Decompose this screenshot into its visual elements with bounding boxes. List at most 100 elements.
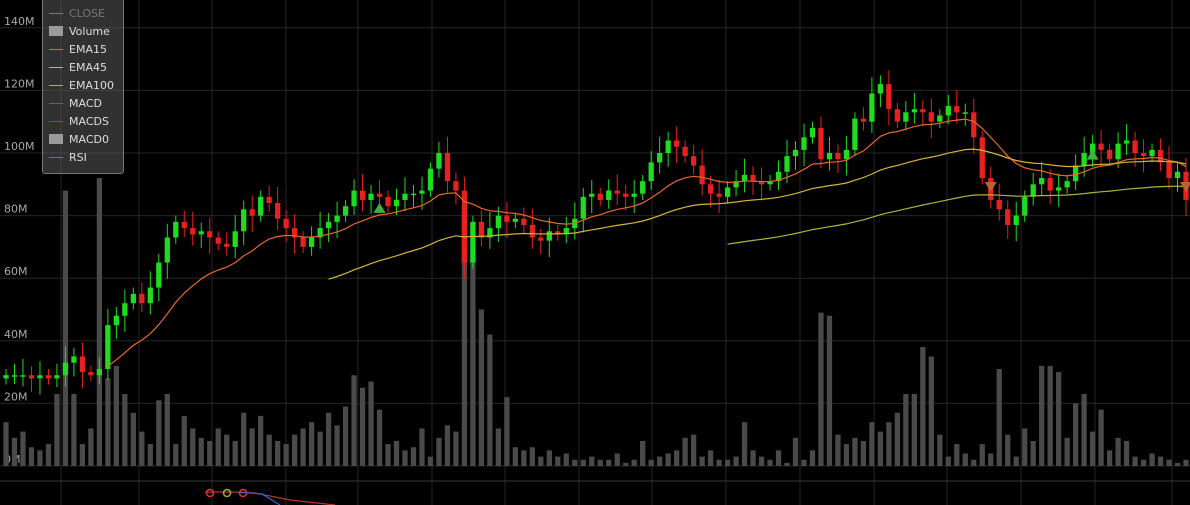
candle-body <box>911 109 917 113</box>
legend-item-macds[interactable]: MACDS <box>49 113 109 129</box>
legend-item-volume[interactable]: Volume <box>49 23 110 39</box>
legend-item-ema45[interactable]: EMA45 <box>49 59 107 75</box>
candle-body <box>937 115 943 122</box>
candle-body <box>971 112 977 138</box>
candle-body <box>470 221 476 263</box>
candle-body <box>690 156 697 166</box>
y-tick-label: 40M <box>4 328 28 341</box>
legend-swatch-icon <box>49 48 63 50</box>
volume-bar <box>869 422 875 466</box>
volume-bar <box>1005 434 1011 466</box>
candle-body <box>801 137 807 150</box>
candle-body <box>775 171 782 182</box>
volume-bar <box>342 406 349 466</box>
legend-item-ema100[interactable]: EMA100 <box>49 77 114 93</box>
volume-bar <box>1073 403 1079 466</box>
candle-body <box>478 221 485 238</box>
candle-body <box>1013 215 1019 225</box>
candle-body <box>283 218 289 229</box>
candle-body <box>606 190 612 200</box>
candle-body <box>62 362 69 376</box>
volume-bar <box>495 428 502 466</box>
volume-bar <box>521 450 527 466</box>
volume-bar <box>28 447 35 466</box>
volume-bar <box>470 253 476 466</box>
candle-body <box>665 140 671 153</box>
candle-body <box>835 153 841 160</box>
legend-item-macd0[interactable]: MACD0 <box>49 131 109 147</box>
volume-bar <box>758 456 765 466</box>
candle-body <box>88 372 94 376</box>
candle-body <box>28 375 35 379</box>
candle-body <box>1115 143 1121 160</box>
volume-bar <box>852 437 858 466</box>
volume-bar <box>546 450 552 466</box>
candle-body <box>1089 143 1096 153</box>
candle-body <box>113 315 119 326</box>
signal-markers <box>373 149 1190 213</box>
candle-body <box>741 174 748 182</box>
candle-body <box>877 84 884 94</box>
volume-bar <box>724 459 731 466</box>
y-tick-label: 120M <box>4 77 35 90</box>
legend-label: MACD0 <box>69 132 109 146</box>
volume-bar <box>1013 456 1019 466</box>
volume-bar <box>292 434 298 466</box>
candle-body <box>843 149 850 160</box>
volume-bar <box>436 437 442 466</box>
volume-bar <box>385 444 391 466</box>
volume-bar <box>266 434 272 466</box>
candle-body <box>1123 140 1130 144</box>
legend-item-macd[interactable]: MACD <box>49 95 102 111</box>
candle-body <box>54 375 60 379</box>
volume-bar <box>954 444 960 466</box>
volume-bar <box>682 437 688 466</box>
volume-bars <box>3 178 1189 467</box>
candle-body <box>758 181 765 185</box>
candle-body <box>258 196 264 216</box>
volume-bar <box>258 415 264 466</box>
volume-bar <box>130 412 136 466</box>
legend-swatch-icon <box>49 26 63 36</box>
volume-bar <box>1098 409 1104 466</box>
y-tick-label: 140M <box>4 15 35 28</box>
volume-bar <box>207 440 213 466</box>
candle-body <box>504 215 510 222</box>
volume-bar <box>1123 440 1130 466</box>
volume-bar <box>105 378 111 466</box>
candle-body <box>555 231 561 235</box>
y-tick-label: 60M <box>4 265 28 278</box>
legend-item-rsi[interactable]: RSI <box>49 149 87 165</box>
volume-bar <box>359 387 366 466</box>
volume-bar <box>928 356 934 466</box>
candle-body <box>156 262 162 288</box>
candle-body <box>385 196 391 207</box>
legend-label: EMA100 <box>69 78 114 92</box>
volume-bar <box>563 453 569 466</box>
candle-body <box>232 231 238 247</box>
volume-bar <box>334 425 340 466</box>
legend-swatch-icon <box>49 102 63 104</box>
buy-signal-marker <box>1086 149 1099 160</box>
legend-item-close[interactable]: CLOSE <box>49 5 105 21</box>
volume-bar <box>139 431 145 466</box>
volume-bar <box>1183 459 1189 466</box>
volume-bar <box>325 412 332 466</box>
candle-body <box>529 224 535 238</box>
candle-body <box>563 228 569 235</box>
volume-bar <box>971 459 977 466</box>
volume-bar <box>1140 459 1147 466</box>
legend-item-ema15[interactable]: EMA15 <box>49 41 107 57</box>
sell-signal-marker <box>1180 181 1190 192</box>
volume-bar <box>877 431 884 466</box>
candle-body <box>1157 149 1164 163</box>
candle-body <box>996 199 1002 210</box>
volume-bar <box>122 394 128 466</box>
ema15-line <box>107 118 1187 367</box>
candle-body <box>207 231 213 238</box>
volume-bar <box>1132 456 1138 466</box>
candle-body <box>487 228 493 238</box>
volume-bar <box>988 453 994 466</box>
legend-swatch-icon <box>49 156 63 158</box>
volume-bar <box>368 381 374 466</box>
